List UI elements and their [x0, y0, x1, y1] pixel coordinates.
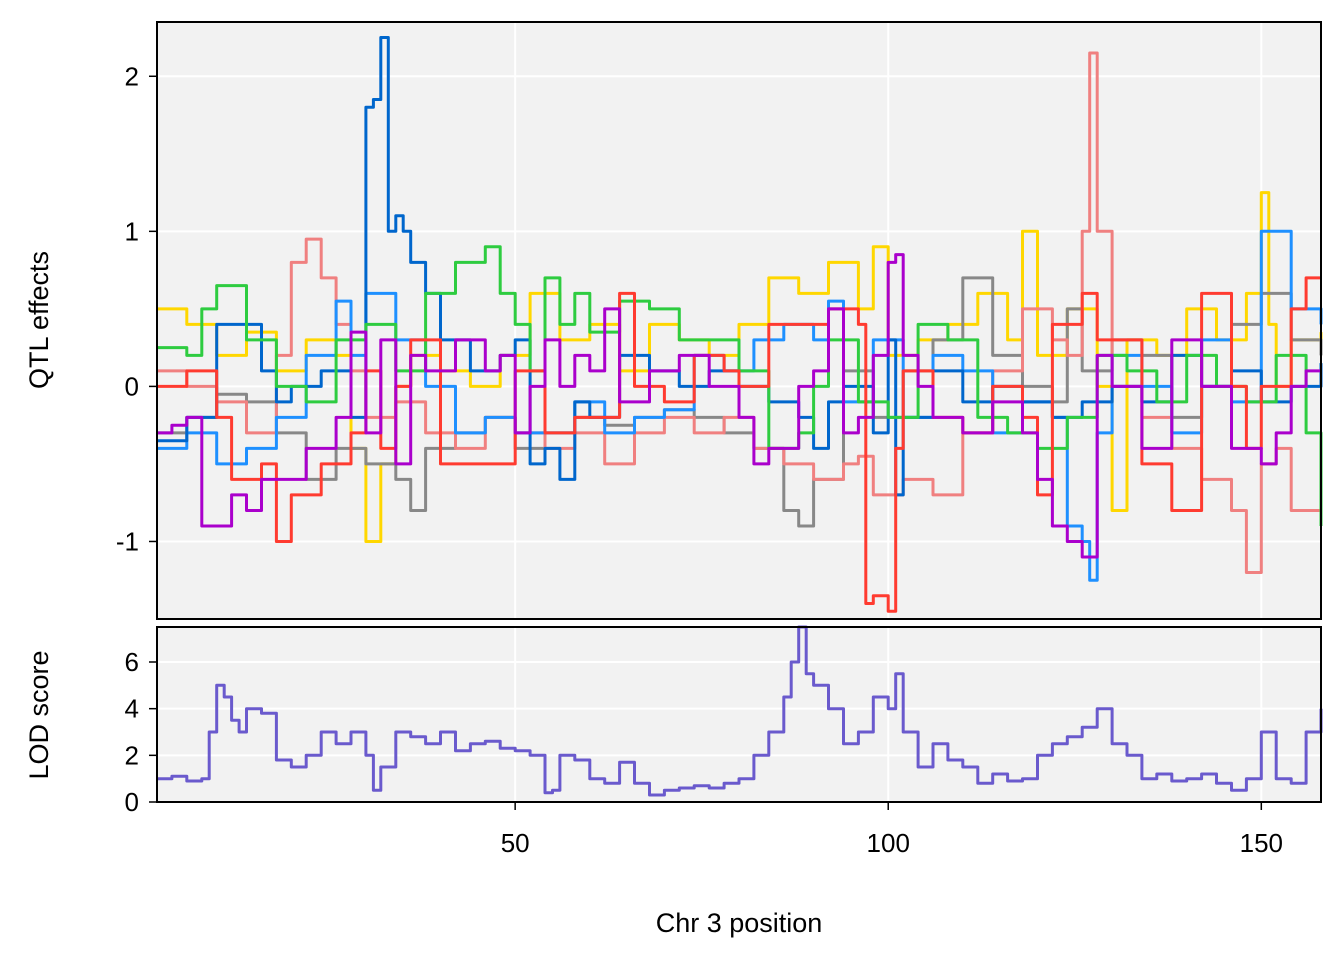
- qtl-effects-frame: [156, 21, 1322, 620]
- y-tick-label: 1: [125, 216, 139, 246]
- qtl-effects-panel: -1 0 1 2 QTL effects: [24, 21, 1323, 620]
- qtl-effect-series-line-6: [157, 276, 1321, 613]
- x-tick-label: 100: [867, 828, 910, 858]
- x-tick-label: 50: [501, 828, 530, 858]
- y-tick-label: 2: [125, 61, 139, 91]
- y-tick-label: 0: [125, 787, 139, 817]
- qtl-effects-series: [157, 36, 1323, 613]
- lod-score-series-line-0: [157, 625, 1323, 797]
- qtl-effect-series-line-7: [157, 253, 1321, 559]
- position-x-ticks: 50 100 150: [501, 802, 1283, 858]
- qtl-effects-y-ticks: -1 0 1 2: [116, 61, 157, 556]
- y-tick-label: 2: [125, 740, 139, 770]
- lod-score-y-axis-title: LOD score: [24, 650, 54, 779]
- qtl-effects-y-axis-title: QTL effects: [24, 251, 54, 389]
- lod-score-series: [157, 625, 1323, 797]
- lod-score-panel: 0 2 4 6 50 100 150 LOD score Chr 3 position: [24, 625, 1323, 938]
- qtl-effects-plot-background: [157, 22, 1321, 619]
- y-tick-label: 4: [125, 694, 139, 724]
- lod-score-y-ticks: 0 2 4 6: [125, 647, 157, 817]
- position-x-axis-title: Chr 3 position: [656, 908, 823, 938]
- lod-score-plot-background: [157, 627, 1321, 802]
- y-tick-label: 0: [125, 371, 139, 401]
- x-tick-label: 150: [1240, 828, 1283, 858]
- lod-score-frame: [156, 626, 1322, 803]
- y-tick-label: -1: [116, 526, 139, 556]
- y-tick-label: 6: [125, 647, 139, 677]
- qtl-effect-series-line-5: [157, 245, 1323, 526]
